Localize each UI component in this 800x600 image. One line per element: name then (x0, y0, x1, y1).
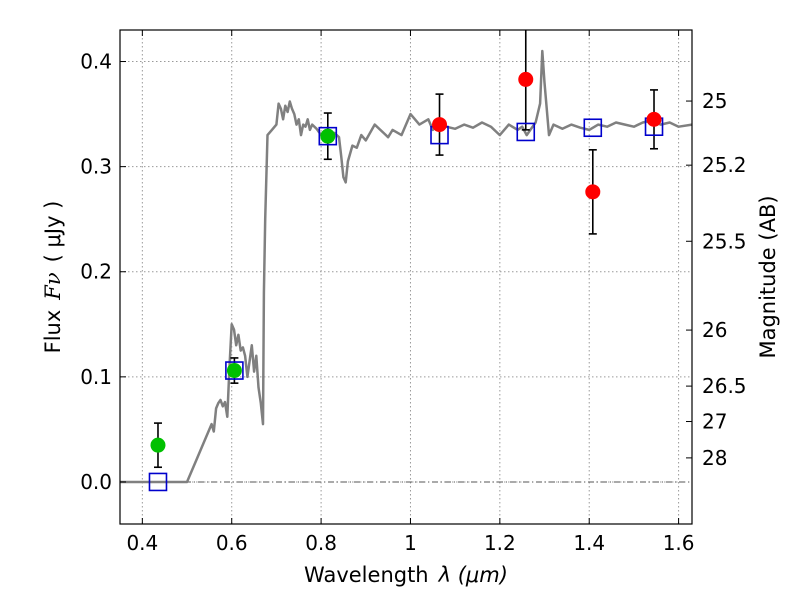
magnitude-tick-label: 26.5 (702, 374, 747, 398)
magnitude-axis-ticks: 25 25.2 25.5 26 26.5 27 28 (686, 89, 747, 470)
error-bars (153, 30, 659, 469)
model-flux-square (148, 472, 168, 492)
observed_green-point (320, 128, 336, 144)
model-flux-square (318, 126, 338, 146)
grid (120, 30, 692, 524)
y-axis-ticks: 0.0 0.1 0.2 0.3 0.4 (80, 50, 126, 494)
model-spectrum-line (120, 49, 693, 484)
magnitude-tick-label: 25.2 (702, 153, 747, 177)
y-tick-label: 0.3 (80, 155, 112, 179)
observed-points (150, 71, 662, 453)
magnitude-tick-label: 25 (702, 89, 727, 113)
y-axis-title: FluxFν( μJy ) (41, 201, 65, 354)
observed_red-point (646, 111, 662, 127)
x-axis-title: Wavelength λ (μm) (304, 563, 508, 587)
observed_red-point (585, 184, 601, 200)
plot-frame (119, 29, 693, 525)
observed_green-point (226, 363, 242, 379)
observed_red-point (432, 117, 448, 133)
model-flux-square (516, 122, 536, 142)
x-tick-label: 1.6 (663, 531, 695, 555)
x-tick-label: 0.6 (216, 531, 248, 555)
magnitude-tick-label: 28 (702, 446, 727, 470)
magnitude-tick-label: 26 (702, 318, 727, 342)
y-tick-label: 0.1 (80, 365, 112, 389)
magnitude-tick-label: 27 (702, 410, 727, 434)
observed_green-point (150, 437, 166, 453)
x-tick-label: 0.8 (305, 531, 337, 555)
x-tick-label: 1.2 (484, 531, 516, 555)
magnitude-tick-label: 25.5 (702, 229, 747, 253)
x-axis-ticks: 0.4 0.6 0.8 1 1.2 1.4 1.6 (126, 30, 695, 555)
model-flux-square (225, 361, 244, 380)
y-tick-label: 0.0 (80, 470, 112, 494)
x-tick-label: 0.4 (126, 531, 158, 555)
model-flux-squares (148, 117, 664, 492)
y-tick-label: 0.2 (80, 260, 112, 284)
x-tick-label: 1.4 (573, 531, 605, 555)
magnitude-axis-title: Magnitude (AB) (756, 195, 780, 358)
observed_red-point (518, 71, 534, 87)
model-flux-square (583, 118, 603, 138)
spectrum-layer (120, 49, 693, 484)
x-tick-label: 1 (404, 531, 417, 555)
y-tick-label: 0.4 (80, 50, 112, 74)
